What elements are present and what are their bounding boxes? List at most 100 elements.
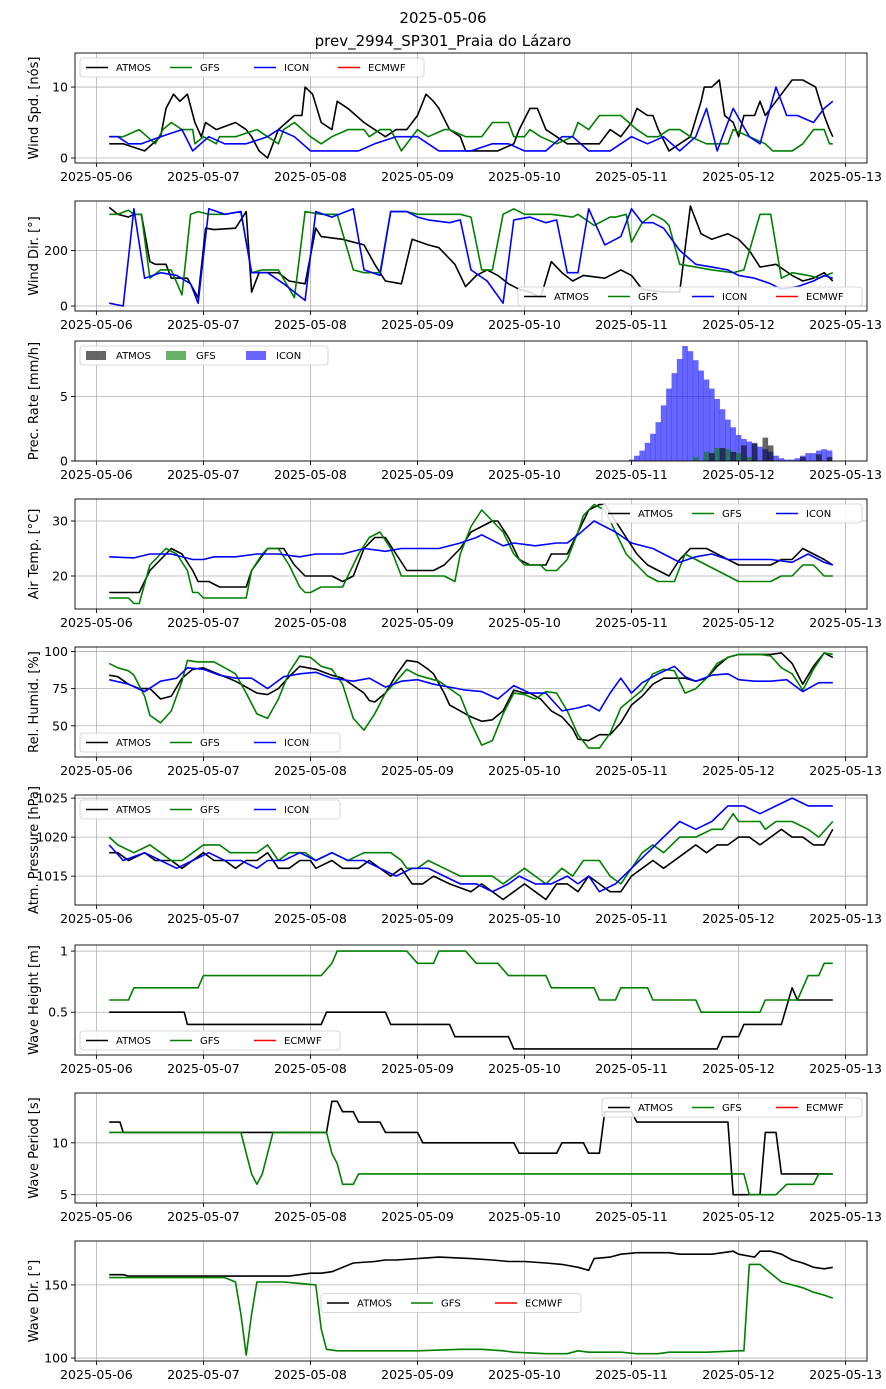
- x-tick-label: 2025-05-13: [809, 911, 882, 926]
- x-tick-label: 2025-05-08: [274, 169, 347, 184]
- legend-label-ecmwf: ECMWF: [806, 292, 844, 303]
- precip-bar-icon: [671, 373, 678, 461]
- x-tick-label: 2025-05-06: [60, 1061, 133, 1076]
- y-tick-label: 150: [44, 1277, 68, 1292]
- precip-bar-icon: [660, 405, 667, 461]
- x-tick-label: 2025-05-12: [702, 1209, 775, 1224]
- series-line-atmos: [109, 79, 834, 159]
- y-tick-label: 75: [52, 681, 68, 696]
- series-line-gfs: [109, 950, 833, 1013]
- x-tick-label: 2025-05-13: [809, 763, 882, 778]
- precip-bar-icon: [634, 455, 640, 461]
- x-tick-label: 2025-05-11: [595, 467, 668, 482]
- chart-panel: 2025-05-06 2025-05-07 2025-05-08 2025-05-09…: [27, 644, 882, 778]
- y-axis-label: Wave Dir. [°]: [27, 1260, 42, 1343]
- legend-swatch-icon: [246, 351, 266, 360]
- legend-label-ecmwf: ECMWF: [284, 1036, 322, 1047]
- legend-label-icon: ICON: [284, 738, 309, 749]
- series-line-gfs: [108, 652, 833, 749]
- legend-label-gfs: GFS: [196, 351, 216, 362]
- precip-bar-icon: [821, 449, 828, 461]
- x-tick-label: 2025-05-10: [488, 615, 561, 630]
- x-tick-label: 2025-05-09: [381, 1367, 454, 1382]
- series-line-atmos: [109, 652, 834, 742]
- legend-label-atmos: ATMOS: [116, 351, 151, 362]
- precip-bar-atmos: [815, 454, 822, 461]
- legend-label-atmos: ATMOS: [116, 63, 151, 74]
- legend-label-atmos: ATMOS: [357, 1299, 392, 1310]
- x-tick-label: 2025-05-10: [488, 1061, 561, 1076]
- x-tick-label: 2025-05-10: [488, 1367, 561, 1382]
- precip-bar-icon: [644, 442, 651, 461]
- chart-panel: 2025-05-06 2025-05-07 2025-05-08 2025-05-09…: [27, 52, 882, 184]
- grid-lines: [75, 647, 867, 757]
- legend-swatch-gfs: [166, 351, 186, 360]
- legend-label-gfs: GFS: [200, 63, 220, 74]
- legend-box: [79, 732, 341, 753]
- y-tick-label: 0.5: [48, 1005, 68, 1020]
- data-layer: [108, 797, 834, 901]
- legend: ATMOS GFS ICON ECMWF: [79, 57, 425, 78]
- plot-frame: [74, 200, 868, 312]
- x-tick-label: 2025-05-06: [60, 911, 133, 926]
- y-tick-label: 1020: [36, 830, 68, 845]
- y-tick-label: 200: [44, 243, 68, 258]
- x-tick-label: 2025-05-08: [274, 317, 347, 332]
- y-tick-label: 0: [60, 454, 68, 469]
- x-tick-label: 2025-05-10: [488, 1209, 561, 1224]
- legend: ATMOS GFS ICON: [79, 732, 341, 753]
- legend-label-atmos: ATMOS: [638, 1103, 673, 1114]
- x-tick-label: 2025-05-07: [167, 763, 240, 778]
- y-axis-label: Wind Spd. [nós]: [27, 57, 42, 160]
- y-tick-label: 10: [52, 1135, 68, 1150]
- x-tick-label: 2025-05-10: [488, 763, 561, 778]
- precip-bar-icon: [698, 370, 704, 461]
- precip-bar-atmos: [730, 451, 737, 461]
- x-tick-label: 2025-05-09: [381, 1061, 454, 1076]
- y-tick-label: 0: [60, 299, 68, 314]
- precip-bar-icon: [676, 358, 683, 461]
- legend: ATMOS GFS ECMWF: [601, 1097, 863, 1118]
- x-tick-label: 2025-05-13: [809, 1367, 882, 1382]
- y-tick-label: 50: [52, 718, 68, 733]
- x-tick-label: 2025-05-10: [488, 467, 561, 482]
- precip-bar-icon: [773, 455, 779, 461]
- series-line-icon: [109, 520, 834, 566]
- chart-panels: 2025-05-06 2025-05-07 2025-05-08 2025-05-09…: [27, 52, 882, 1382]
- precip-bar-icon: [826, 450, 833, 461]
- x-tick-label: 2025-05-11: [595, 615, 668, 630]
- x-tick-label: 2025-05-07: [167, 615, 240, 630]
- precip-bar-gfs: [724, 449, 731, 461]
- legend-label-gfs: GFS: [638, 292, 658, 303]
- series-line-icon: [109, 665, 833, 712]
- data-layer: [628, 345, 833, 461]
- x-tick-label: 2025-05-12: [702, 763, 775, 778]
- legend-label-icon: ICON: [284, 63, 309, 74]
- legend-label-ecmwf: ECMWF: [525, 1299, 563, 1310]
- chart-panel: 2025-05-06 2025-05-07 2025-05-08 2025-05-09…: [27, 944, 882, 1076]
- legend-label-ecmwf: ECMWF: [806, 1103, 844, 1114]
- series-line-atmos: [109, 1250, 833, 1277]
- chart-panel: 2025-05-06 2025-05-07 2025-05-08 2025-05-09…: [27, 498, 882, 630]
- x-tick-label: 2025-05-06: [60, 615, 133, 630]
- legend-label-gfs: GFS: [200, 1036, 220, 1047]
- legend-label-atmos: ATMOS: [116, 805, 151, 816]
- figure-title-line1: 2025-05-06: [399, 9, 486, 27]
- y-tick-label: 100: [44, 1351, 68, 1366]
- precip-bar-atmos: [719, 447, 726, 461]
- series-line-atmos: [109, 503, 834, 594]
- x-tick-label: 2025-05-11: [595, 1209, 668, 1224]
- legend: ATMOS GFS ICON: [79, 345, 329, 366]
- series-line-icon: [109, 208, 834, 307]
- y-axis-label: Air Temp. [°C]: [27, 509, 42, 600]
- legend-box: [79, 1030, 341, 1051]
- series-line-gfs: [108, 812, 834, 885]
- x-tick-label: 2025-05-13: [809, 169, 882, 184]
- x-tick-label: 2025-05-11: [595, 1061, 668, 1076]
- x-tick-label: 2025-05-06: [60, 1209, 133, 1224]
- precip-bar-icon: [810, 453, 817, 461]
- legend-box: [79, 345, 329, 366]
- series-line-gfs: [109, 1263, 834, 1356]
- series-line-gfs: [109, 503, 833, 605]
